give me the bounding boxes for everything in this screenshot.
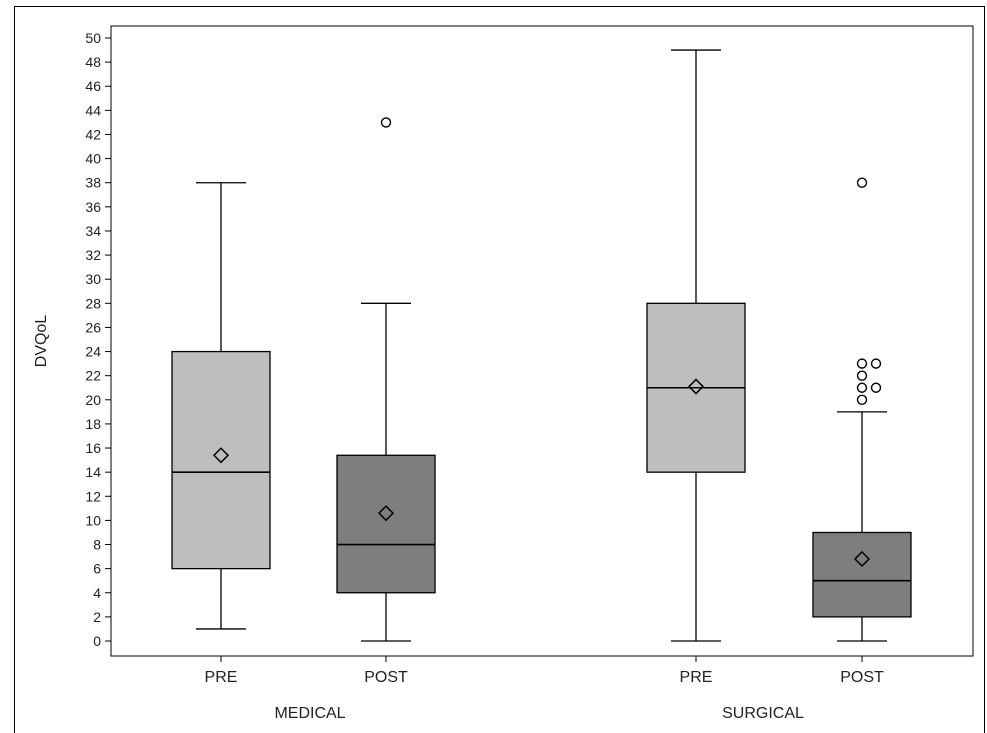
mean-marker-medical-pre: [212, 447, 230, 464]
y-tick-label: 36: [85, 199, 101, 215]
outlier-surgical-post: [856, 394, 868, 405]
y-tick-label: 28: [85, 295, 101, 311]
y-tick-label: 48: [85, 54, 101, 70]
y-tick-label: 42: [85, 126, 101, 142]
y-tick-label: 10: [85, 512, 101, 528]
box-medical-pre: [171, 350, 271, 570]
box-medical-post: [336, 454, 436, 594]
outlier-surgical-post: [856, 370, 868, 381]
y-tick-label: 50: [85, 30, 101, 46]
y-tick-label: 22: [85, 368, 101, 384]
y-tick-label: 34: [85, 223, 101, 239]
y-axis-title: DVQoL: [33, 315, 50, 368]
plot-area: [110, 25, 974, 657]
outlier-medical-post: [380, 117, 392, 128]
y-tick-label: 44: [85, 102, 101, 118]
y-tick-label: 18: [85, 416, 101, 432]
outlier-surgical-post: [870, 358, 882, 369]
y-tick-label: 38: [85, 175, 101, 191]
outlier-surgical-post: [856, 382, 868, 393]
box-label-surgical-post: POST: [840, 669, 884, 686]
group-label-medical: MEDICAL: [274, 705, 345, 722]
y-tick-label: 30: [85, 271, 101, 287]
outlier-surgical-post: [856, 177, 868, 188]
box-label-medical-post: POST: [364, 669, 408, 686]
y-tick-label: 46: [85, 78, 101, 94]
y-tick-label: 0: [93, 633, 101, 649]
y-tick-label: 12: [85, 488, 101, 504]
y-tick-label: 16: [85, 440, 101, 456]
y-tick-label: 32: [85, 247, 101, 263]
y-tick-label: 24: [85, 344, 101, 360]
box-surgical-post: [812, 531, 912, 618]
outlier-surgical-post: [870, 382, 882, 393]
y-tick-label: 14: [85, 464, 101, 480]
mean-marker-medical-post: [377, 505, 395, 522]
group-label-surgical: SURGICAL: [722, 705, 804, 722]
y-tick-label: 2: [93, 609, 101, 625]
y-tick-label: 6: [93, 561, 101, 577]
box-label-surgical-pre: PRE: [680, 669, 713, 686]
mean-marker-surgical-pre: [687, 378, 705, 395]
mean-marker-surgical-post: [853, 550, 871, 568]
y-tick-label: 20: [85, 392, 101, 408]
y-tick-label: 8: [93, 537, 101, 553]
box-label-medical-pre: PRE: [205, 669, 238, 686]
y-tick-label: 4: [93, 585, 101, 601]
y-tick-label: 40: [85, 151, 101, 167]
y-tick-label: 26: [85, 319, 101, 335]
figure-frame: [14, 6, 985, 733]
outlier-surgical-post: [856, 358, 868, 369]
